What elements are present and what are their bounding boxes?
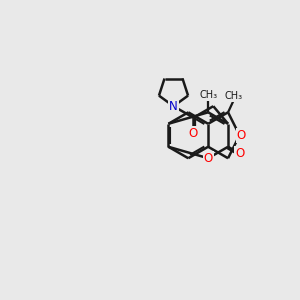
Text: O: O <box>203 152 213 165</box>
Text: O: O <box>236 147 244 160</box>
Text: N: N <box>169 100 178 113</box>
Text: CH₃: CH₃ <box>225 92 243 101</box>
Text: O: O <box>189 128 198 140</box>
Text: CH₃: CH₃ <box>199 90 217 100</box>
Text: O: O <box>237 129 246 142</box>
